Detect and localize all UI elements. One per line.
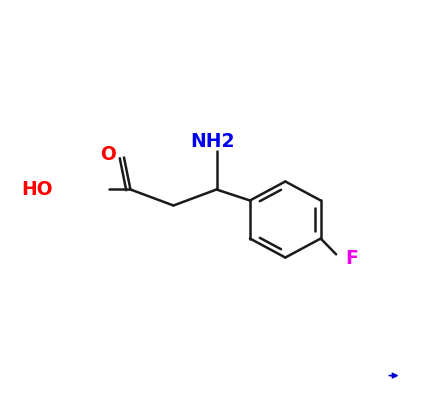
Text: NH2: NH2 — [190, 132, 234, 151]
Text: O: O — [100, 145, 116, 164]
Text: F: F — [346, 249, 359, 268]
Text: HO: HO — [21, 180, 53, 199]
